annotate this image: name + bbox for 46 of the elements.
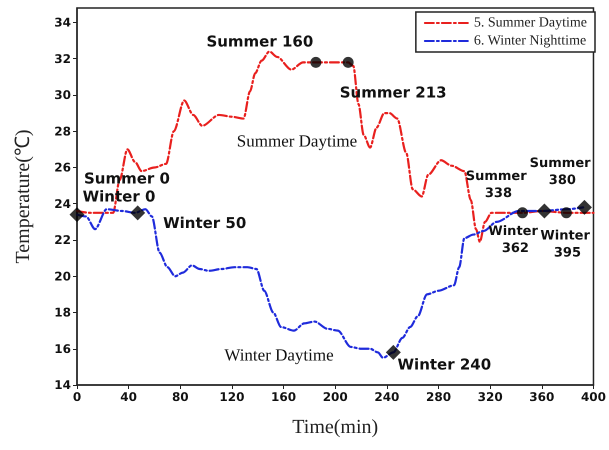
point: [310, 56, 322, 68]
annotation: Winter 395: [540, 228, 594, 260]
x-tick-label: 200: [322, 390, 348, 404]
y-axis-title: Temperature(℃): [12, 129, 34, 264]
x-tick-label: 160: [271, 390, 296, 404]
y-tick-label: 30: [54, 88, 71, 102]
x-tick-label: 0: [72, 390, 82, 404]
x-tick-label: 80: [172, 390, 189, 404]
point: [130, 205, 146, 220]
point: [516, 207, 528, 218]
y-tick-label: 24: [54, 196, 71, 211]
x-tick-label: 320: [478, 390, 503, 404]
y-tick-label: 34: [54, 16, 71, 30]
y-tick-label: 28: [54, 124, 71, 138]
annotation: Winter 0: [82, 188, 156, 206]
y-tick-label: 20: [54, 269, 71, 284]
annotation: Summer 160: [206, 32, 314, 50]
annotation: Winter 362: [488, 224, 538, 256]
y-tick-label: 18: [54, 306, 71, 320]
x-axis-title: Time(min): [292, 416, 378, 438]
point: [386, 344, 401, 360]
x-tick-label: 40: [120, 390, 137, 404]
point: [70, 207, 84, 222]
y-tick-label: 26: [54, 160, 71, 174]
legend-label: 6. Winter Nighttime: [474, 34, 586, 48]
y-tick-label: 22: [54, 233, 71, 247]
y-tick-label: 32: [54, 52, 71, 66]
x-tick-label: 400: [580, 390, 606, 404]
x-tick-label: 240: [374, 390, 400, 404]
annotation: Winter 240: [398, 355, 492, 374]
point: [342, 56, 354, 68]
annotation: Summer Daytime: [236, 132, 358, 150]
y-tick-label: 14: [54, 378, 71, 392]
x-tick-label: 120: [219, 390, 244, 404]
annotation: Winter Daytime: [224, 346, 334, 364]
y-tick-label: 16: [54, 342, 71, 356]
x-tick-label: 360: [529, 390, 554, 404]
annotation: Winter 50: [163, 214, 246, 232]
point: [536, 204, 552, 218]
annotation: Summer 380: [530, 156, 596, 188]
point: [560, 207, 572, 218]
point: [576, 200, 592, 215]
annotation: Summer 213: [340, 83, 447, 102]
legend-label: 5. Summer Daytime: [474, 16, 588, 30]
x-tick-label: 280: [426, 390, 452, 404]
annotation: Summer 338: [466, 168, 532, 201]
